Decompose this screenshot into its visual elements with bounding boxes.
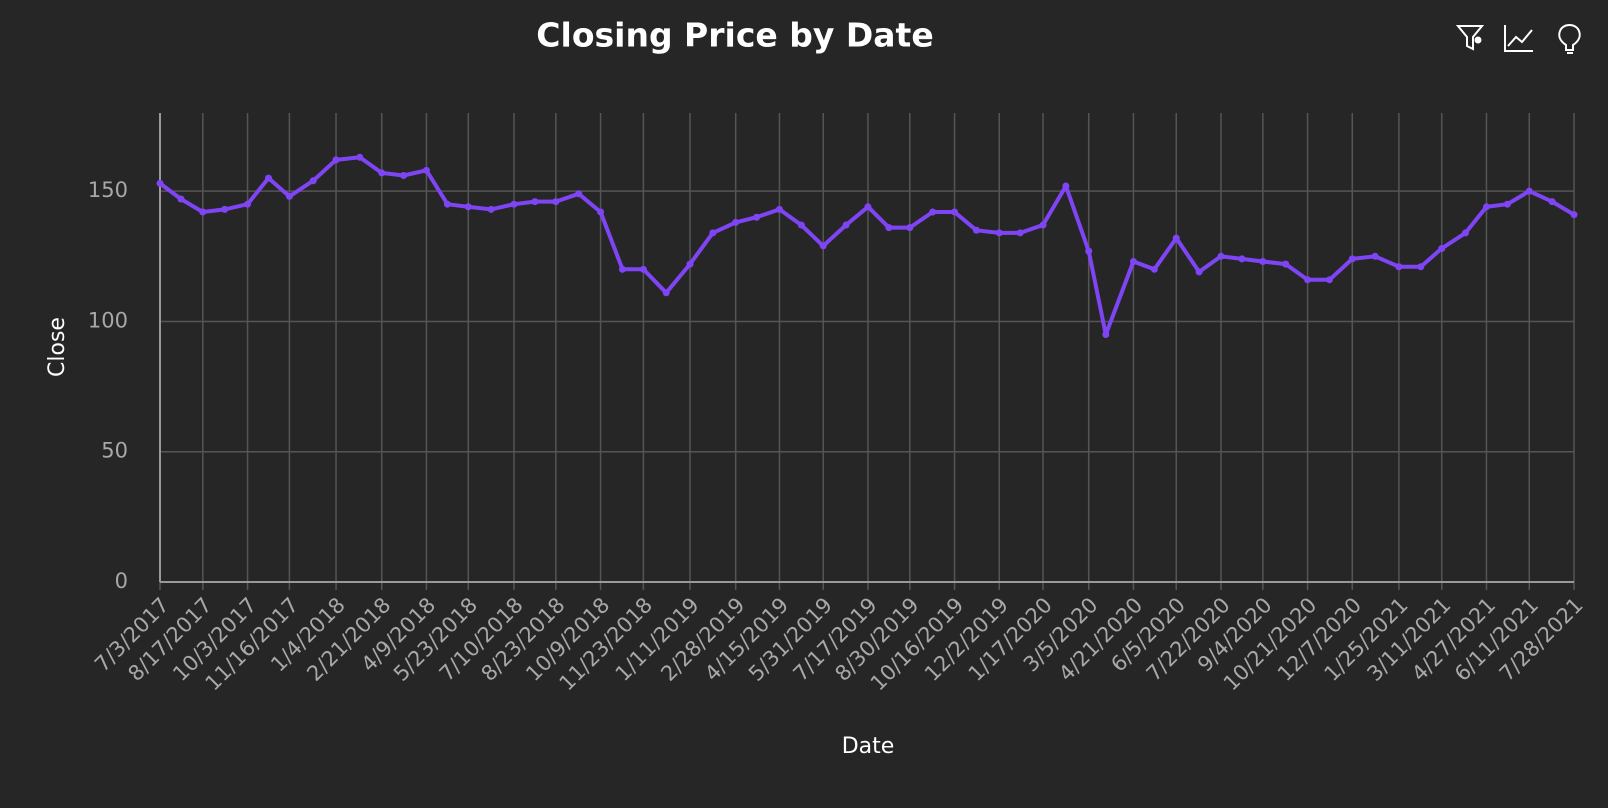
- price-point: [842, 221, 850, 229]
- price-point: [1525, 187, 1533, 195]
- price-point: [1259, 258, 1267, 266]
- price-point: [906, 224, 914, 232]
- price-point: [244, 200, 252, 208]
- x-axis-label: Date: [842, 734, 895, 759]
- price-point: [951, 208, 959, 216]
- y-tick-label: 50: [101, 439, 128, 463]
- price-line: [158, 155, 1576, 337]
- price-point: [1217, 252, 1225, 260]
- price-point: [797, 221, 805, 229]
- price-point: [531, 198, 539, 206]
- price-point: [753, 213, 761, 221]
- toolbar: [1455, 24, 1581, 54]
- price-point: [1039, 221, 1047, 229]
- price-point: [199, 208, 207, 216]
- price-point: [422, 166, 430, 174]
- price-point: [1282, 260, 1290, 268]
- price-point: [177, 195, 185, 203]
- chart-title: Closing Price by Date: [536, 16, 933, 55]
- price-point: [443, 200, 451, 208]
- price-point: [1548, 198, 1556, 206]
- price-point: [487, 205, 495, 213]
- chart-icon[interactable]: [1504, 25, 1533, 52]
- price-point: [285, 192, 293, 200]
- y-tick-label: 100: [88, 308, 128, 332]
- price-point: [686, 260, 694, 268]
- price-point: [1417, 263, 1425, 271]
- price-point: [1371, 252, 1379, 260]
- price-point: [1102, 330, 1110, 338]
- price-point: [1482, 203, 1490, 211]
- y-tick-label: 150: [88, 178, 128, 202]
- price-point: [1129, 258, 1137, 266]
- price-point: [1150, 265, 1158, 273]
- price-point: [864, 203, 872, 211]
- price-point: [972, 226, 980, 234]
- price-point: [356, 153, 364, 161]
- filter-icon[interactable]: [1455, 25, 1485, 51]
- price-point: [1085, 247, 1093, 255]
- price-point: [1503, 200, 1511, 208]
- price-point: [1325, 276, 1333, 284]
- price-point: [819, 242, 827, 250]
- price-point: [221, 205, 229, 213]
- price-point: [464, 203, 472, 211]
- price-point: [378, 169, 386, 177]
- price-point: [1195, 268, 1203, 276]
- y-tick-label: 0: [115, 569, 128, 593]
- price-point: [510, 200, 518, 208]
- price-point: [1172, 234, 1180, 242]
- price-point: [309, 177, 317, 185]
- price-point: [618, 265, 626, 273]
- insight-icon[interactable]: [1558, 24, 1581, 54]
- price-point: [775, 205, 783, 213]
- price-point: [332, 156, 340, 164]
- price-point: [1062, 182, 1070, 190]
- price-point: [264, 174, 272, 182]
- price-point: [1238, 255, 1246, 263]
- price-point: [885, 224, 893, 232]
- price-point: [732, 218, 740, 226]
- y-axis-label: Close: [45, 317, 70, 377]
- price-point: [929, 208, 937, 216]
- price-point: [552, 198, 560, 206]
- price-point: [400, 172, 408, 180]
- price-point: [1570, 211, 1578, 219]
- price-point: [639, 265, 647, 273]
- price-point: [597, 208, 605, 216]
- price-point: [709, 229, 717, 237]
- price-point: [1304, 276, 1312, 284]
- price-point: [1016, 229, 1024, 237]
- price-point: [1438, 244, 1446, 252]
- price-point: [1348, 255, 1356, 263]
- price-point: [575, 190, 583, 198]
- price-point: [1395, 263, 1403, 271]
- price-point: [662, 289, 670, 297]
- price-point: [995, 229, 1003, 237]
- price-point: [156, 179, 164, 187]
- price-point: [1462, 229, 1470, 237]
